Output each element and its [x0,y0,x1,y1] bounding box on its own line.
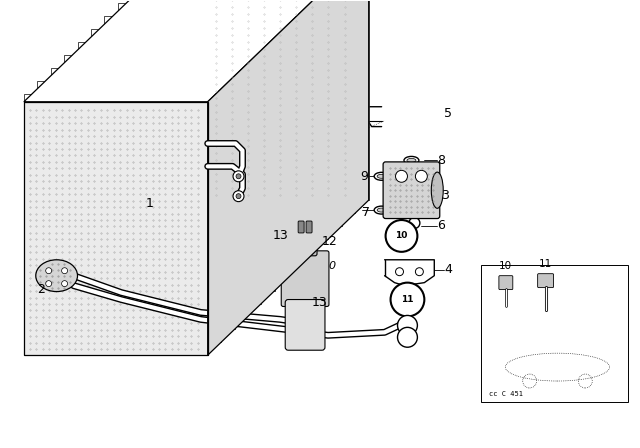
Circle shape [397,315,417,335]
Text: 2: 2 [36,283,45,296]
Ellipse shape [431,172,444,208]
Circle shape [236,174,241,179]
Circle shape [396,268,403,276]
Ellipse shape [282,233,294,239]
Text: 10: 10 [499,261,513,271]
Circle shape [236,194,241,198]
Circle shape [397,327,417,347]
Circle shape [385,220,417,252]
Circle shape [61,268,68,274]
Polygon shape [118,4,301,11]
Circle shape [45,280,52,287]
Polygon shape [131,0,315,252]
Polygon shape [208,0,369,355]
Text: 5: 5 [444,107,452,120]
Ellipse shape [377,208,386,212]
Text: 12: 12 [322,235,338,248]
Polygon shape [104,16,288,24]
Polygon shape [77,50,261,303]
Text: 7: 7 [362,206,370,219]
Polygon shape [37,81,221,89]
Text: 6: 6 [437,220,445,233]
Text: 0: 0 [328,261,335,271]
Polygon shape [51,76,234,329]
Polygon shape [145,0,328,239]
Text: 13: 13 [312,296,328,309]
Polygon shape [104,24,288,278]
Polygon shape [24,94,208,102]
Text: 11: 11 [401,295,413,304]
Circle shape [396,170,408,182]
Circle shape [45,268,52,274]
Ellipse shape [404,156,419,164]
Ellipse shape [407,159,416,162]
Ellipse shape [374,172,389,180]
FancyBboxPatch shape [293,227,317,256]
Ellipse shape [36,260,77,292]
Text: 13: 13 [272,229,288,242]
Text: 4: 4 [444,263,452,276]
Circle shape [415,268,423,276]
Circle shape [233,191,244,202]
Polygon shape [77,42,261,50]
Text: 9: 9 [360,170,367,183]
Polygon shape [24,102,208,355]
FancyBboxPatch shape [499,276,513,289]
Polygon shape [37,89,221,342]
Text: 1: 1 [146,197,154,210]
FancyBboxPatch shape [538,274,554,288]
Polygon shape [91,29,275,37]
Circle shape [61,280,68,287]
Polygon shape [24,0,369,102]
Polygon shape [158,0,342,226]
Circle shape [415,170,428,182]
Polygon shape [185,0,369,200]
Circle shape [233,171,244,182]
Polygon shape [64,63,248,316]
Polygon shape [51,68,234,76]
Polygon shape [91,37,275,291]
FancyBboxPatch shape [285,300,325,350]
Polygon shape [64,55,248,63]
Ellipse shape [377,174,386,178]
Polygon shape [172,0,355,213]
Text: 11: 11 [539,259,552,269]
Text: cc C 451: cc C 451 [489,391,523,397]
Bar [481,265,628,402]
Text: 10: 10 [396,232,408,241]
Circle shape [409,218,420,228]
Ellipse shape [374,206,389,214]
FancyBboxPatch shape [306,221,312,233]
Circle shape [390,283,424,316]
Text: 3: 3 [441,189,449,202]
FancyBboxPatch shape [383,162,440,219]
Polygon shape [118,11,301,265]
FancyBboxPatch shape [298,221,304,233]
FancyBboxPatch shape [281,251,329,306]
Ellipse shape [285,234,292,238]
Text: 8: 8 [437,154,445,167]
